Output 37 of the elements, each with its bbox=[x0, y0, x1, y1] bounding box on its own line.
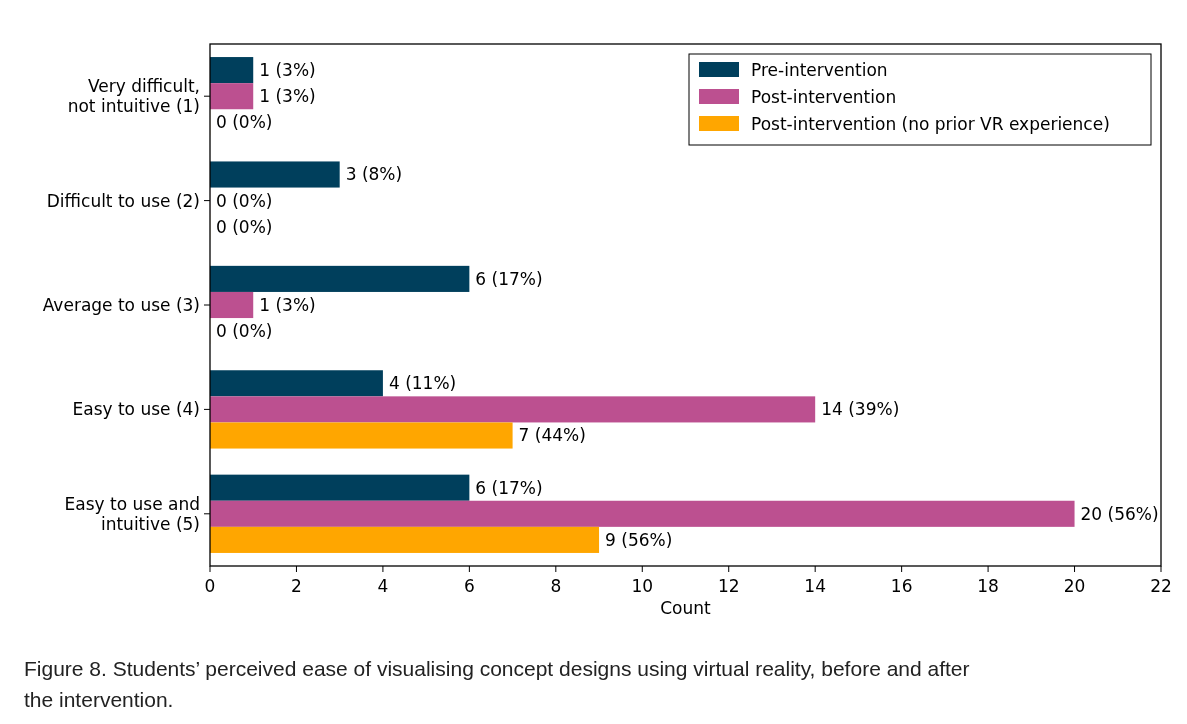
y-tick-label: Easy to use and intuitive (5) bbox=[64, 493, 200, 534]
data-label: 9 (56%) bbox=[605, 529, 673, 550]
data-label: 4 (11%) bbox=[388, 373, 457, 394]
data-label: 1 (3%) bbox=[259, 60, 316, 81]
data-label: 14 (39%) bbox=[821, 399, 900, 420]
data-label: 0 (0%) bbox=[216, 321, 273, 342]
data-label: 0 (0%) bbox=[216, 216, 273, 237]
y-tick-label: Easy to use (4) bbox=[72, 399, 200, 420]
x-tick-label: 8 bbox=[550, 576, 562, 596]
data-label: 6 (17%) bbox=[475, 268, 543, 289]
data-label: 20 (56%) bbox=[1080, 503, 1159, 524]
data-label: 3 (8%) bbox=[345, 164, 403, 185]
x-tick-label: 6 bbox=[463, 576, 475, 596]
data-label: 1 (3%) bbox=[259, 294, 316, 315]
y-tick-label: Very difficult, not intuitive (1) bbox=[67, 75, 200, 117]
x-axis-title: Count bbox=[660, 598, 712, 618]
y-tick-label: Difficult to use (2) bbox=[46, 190, 200, 211]
x-tick-label: 16 bbox=[890, 576, 913, 596]
x-tick-label: 10 bbox=[631, 576, 654, 596]
x-tick-label: 18 bbox=[977, 576, 999, 596]
data-label: 0 (0%) bbox=[216, 112, 273, 133]
x-tick-label: 4 bbox=[377, 576, 389, 596]
data-label: 0 (0%) bbox=[216, 190, 273, 211]
data-label: 6 (17%) bbox=[475, 477, 543, 498]
caption: Figure 8. Students’ perceived ease of visualising concept designs using virtual reality, before and after the intervention. bbox=[24, 657, 970, 711]
legend-label: Post-intervention bbox=[751, 86, 897, 107]
x-tick-label: 0 bbox=[204, 576, 216, 596]
x-tick-label: 20 bbox=[1063, 576, 1086, 596]
x-tick-label: 12 bbox=[717, 576, 740, 596]
x-tick-label: 14 bbox=[804, 576, 826, 596]
y-tick-label: Average to use (3) bbox=[42, 294, 200, 315]
data-label: 1 (3%) bbox=[259, 86, 316, 107]
legend-label: Pre-intervention bbox=[751, 59, 888, 80]
x-tick-label: 22 bbox=[1150, 576, 1172, 596]
legend-label: Post-intervention (no prior VR experience) bbox=[751, 113, 1110, 134]
x-tick-label: 2 bbox=[291, 576, 302, 596]
data-label: 7 (44%) bbox=[518, 425, 586, 446]
